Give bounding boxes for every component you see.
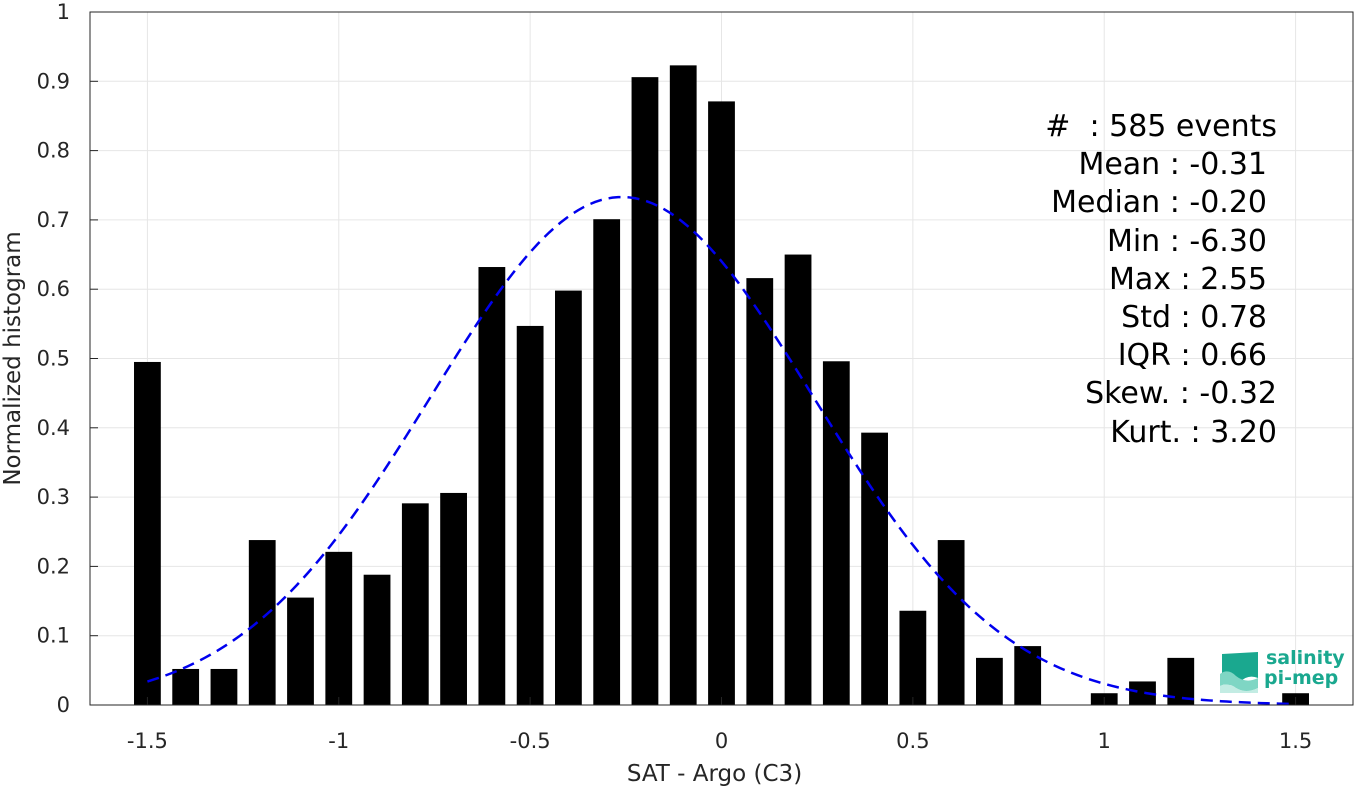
histogram-bar: [1014, 646, 1042, 705]
histogram-bar: [363, 574, 391, 705]
y-tick-label: 0.4: [37, 416, 70, 440]
x-tick-label: 1: [1098, 729, 1111, 753]
x-tick-label: 0: [715, 729, 728, 753]
histogram-bar: [516, 325, 544, 705]
x-tick-label: -1.5: [127, 729, 168, 753]
histogram-bar: [861, 432, 888, 705]
histogram-bar: [555, 290, 582, 705]
x-tick-label: -0.5: [510, 729, 551, 753]
logo-line-1: salinity: [1266, 647, 1345, 669]
histogram-bar: [478, 267, 506, 705]
y-tick-label: 0.1: [37, 624, 70, 648]
stat-kurt: Kurt. : 3.20: [1110, 414, 1277, 450]
histogram-bar: [669, 65, 697, 705]
logo-wave-icon: [1220, 652, 1258, 693]
y-tick-label: 0: [57, 693, 70, 717]
histogram-bar: [325, 551, 353, 705]
histogram-bar: [401, 503, 429, 705]
y-tick-label: 0.8: [37, 139, 70, 163]
y-tick-label: 0.9: [37, 69, 70, 93]
histogram-bar: [784, 254, 812, 706]
histogram-bar: [822, 361, 850, 705]
stat-mean: Mean : -0.31: [1078, 147, 1267, 183]
stat-skew: Skew. : -0.32: [1085, 376, 1277, 412]
histogram-bar: [172, 668, 200, 705]
histogram-bar: [593, 219, 621, 705]
histogram-bar: [899, 610, 927, 705]
stat-min: Min : -6.30: [1106, 223, 1267, 259]
histogram-bar: [746, 278, 774, 705]
histogram-bar: [631, 77, 659, 706]
y-tick-label: 0.7: [37, 208, 70, 232]
histogram-bar: [134, 361, 161, 705]
y-tick-label: 0.6: [37, 277, 70, 301]
stat-count: # : 585 events: [1045, 109, 1277, 144]
histogram-bar: [1129, 681, 1156, 705]
y-axis-ticks: 0 0.1 0.2 0.3 0.4 0.5 0.6 0.7 0.8 0.9 1: [37, 0, 98, 717]
histogram-bar: [937, 540, 965, 705]
fit-curve: [147, 195, 1296, 706]
x-axis-label: SAT - Argo (C3): [627, 761, 802, 787]
histogram-bar: [287, 597, 314, 705]
histogram-bars: [134, 65, 1309, 706]
x-tick-label: 0.5: [896, 729, 929, 753]
statistics-panel: # : 585 events Mean : -0.31 Median : -0.…: [1045, 108, 1277, 452]
y-tick-label: 1: [57, 0, 70, 24]
x-tick-label: -1: [328, 729, 349, 753]
salinity-pi-mep-logo: salinity pi-mep: [1218, 648, 1348, 696]
logo-line-2: pi-mep: [1264, 667, 1339, 689]
x-axis-ticks: -1.5 -1 -0.5 0 0.5 1 1.5: [127, 697, 1312, 753]
histogram-bar: [440, 492, 467, 705]
stat-max: Max : 2.55: [1109, 261, 1267, 297]
y-tick-label: 0.3: [37, 485, 70, 509]
y-tick-label: 0.5: [37, 347, 70, 371]
stat-median: Median : -0.20: [1051, 185, 1267, 221]
histogram-bar: [708, 101, 735, 706]
histogram-bar: [210, 668, 238, 705]
y-axis-label: Normalized histogram: [0, 231, 26, 485]
stat-std: Std : 0.78: [1121, 300, 1267, 336]
x-tick-label: 1.5: [1279, 729, 1312, 753]
histogram-bar: [976, 657, 1003, 705]
y-tick-label: 0.2: [37, 554, 70, 578]
histogram-bar: [248, 540, 276, 705]
stat-iqr: IQR : 0.66: [1117, 338, 1267, 374]
